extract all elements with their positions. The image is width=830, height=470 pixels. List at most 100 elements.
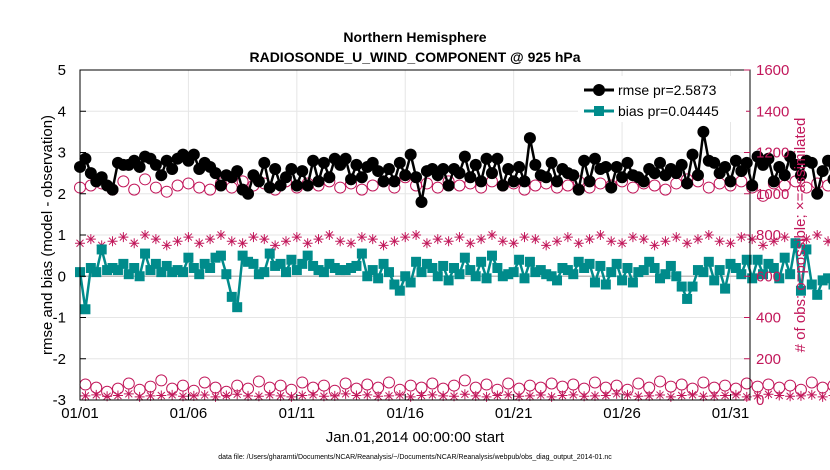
assimilated-obs-point [503,389,514,400]
bias-point [519,273,530,284]
rmse-point [540,171,553,184]
possible-obs-point [426,377,439,390]
assimilated-obs-point [318,391,329,402]
possible-obs-point [805,376,818,389]
rmse-point [475,175,488,188]
possible-obs-point [458,374,471,387]
rmse-point [312,175,325,188]
bias-point [579,263,590,273]
assimilated-obs-point [161,240,172,251]
possible-obs-point [160,185,173,198]
possible-obs-point [90,381,103,394]
assimilated-obs-point [449,391,460,402]
assimilated-obs-point [497,236,508,247]
bias-point [188,263,199,273]
rmse-point [762,152,775,165]
bias-point [671,271,682,282]
possible-obs-point [697,376,710,389]
assimilated-obs-point [573,238,584,249]
rmse-point [610,160,623,173]
possible-obs-point [133,383,146,396]
assimilated-obs-point [655,390,666,401]
bias-point [562,265,573,276]
bias-point [318,267,329,278]
assimilated-obs-point [416,390,427,401]
bias-point [779,252,790,263]
bias-point [210,252,221,263]
assimilated-obs-point [779,232,790,243]
bias-point [443,275,454,286]
bias-point [660,269,671,280]
bias-point [275,258,286,269]
x-tick-label: 01/21 [495,405,533,422]
assimilated-obs-point [177,391,188,402]
bias-point [633,267,644,278]
possible-obs-point [198,376,211,389]
chart-subtitle: RADIOSONDE_U_WIND_COMPONENT @ 925 hPa [249,49,580,65]
assimilated-obs-point [454,232,465,243]
assimilated-obs-point [443,236,454,247]
possible-obs-point [621,383,634,396]
possible-obs-point [827,380,830,391]
possible-obs-point [437,382,450,395]
assimilated-obs-point [676,390,687,401]
rmse-point [410,171,423,184]
assimilated-obs-point [774,390,785,401]
bias-point [362,271,373,282]
assimilated-obs-point [812,230,823,240]
rmse-point [599,160,612,173]
assimilated-obs-point [280,236,291,247]
possible-obs-point [372,381,385,394]
rmse-point [567,169,580,182]
assimilated-obs-point [226,236,237,247]
bias-point [828,279,830,290]
assimilated-obs-point [324,230,335,240]
possible-obs-point [762,378,775,391]
possible-obs-point [317,379,330,392]
bias-point [568,269,579,280]
bias-point [584,258,595,269]
rmse-point [545,156,558,169]
rmse-point [106,183,119,196]
possible-obs-point [187,384,200,397]
y-axis-label-left: rmse and bias (model - observation) [39,115,56,355]
bias-point [411,256,422,267]
possible-obs-point [794,383,807,396]
possible-obs-point [285,383,298,396]
bias-point [118,258,129,269]
rmse-point [740,156,753,169]
bias-point [253,269,264,280]
rmse-point [767,175,780,188]
rmse-point [805,156,818,169]
bias-point [421,258,432,269]
assimilated-obs-point [617,238,628,249]
assimilated-obs-point [519,232,530,243]
bias-point [335,265,346,276]
y-axis-right: 0 200 400 600 800 1000 1200 1400 1600 [744,62,789,409]
bias-point [665,260,676,271]
assimilated-obs-point [486,230,497,240]
bias-point [709,275,720,286]
rmse-point [339,152,352,165]
bias-point [226,291,237,302]
bias-point [308,260,319,271]
bias-point [215,250,226,261]
bias-point [199,258,210,269]
assimilated-obs-point [747,234,758,245]
assimilated-obs-point [264,389,275,400]
assimilated-obs-point [465,238,476,249]
bias-point [259,267,270,278]
bias-point [741,254,752,265]
assimilated-obs-point [362,389,373,400]
bias-point [140,248,151,259]
rmse-point [708,156,721,169]
assimilated-obs-point [140,230,151,240]
possible-obs-point [659,183,672,196]
possible-obs-point [626,181,639,194]
rmse-point [480,152,493,165]
bias-point [237,250,248,261]
bias-point [595,260,606,271]
rmse-point [307,154,320,167]
bias-point [736,269,747,280]
rmse-point [442,179,455,192]
